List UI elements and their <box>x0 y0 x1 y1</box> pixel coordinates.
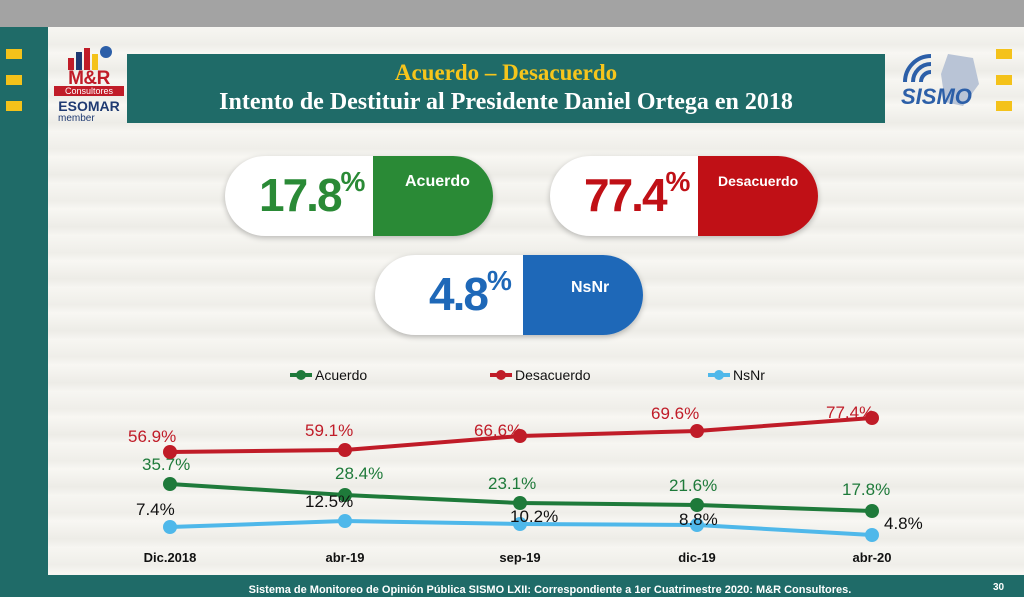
desacuerdo-tag: Desacuerdo <box>698 156 818 236</box>
nsnr-tag: NsNr <box>523 255 643 335</box>
page-number: 30 <box>993 582 1005 593</box>
x-tick-label: Dic.2018 <box>144 550 197 565</box>
x-tick-label: sep-19 <box>499 550 540 565</box>
nsnr-tag-label: NsNr <box>571 279 610 296</box>
legend-acuerdo-marker <box>296 370 306 380</box>
footer-bar <box>0 575 1024 597</box>
accent-square <box>6 75 22 85</box>
data-point-nsnr <box>163 520 177 534</box>
slide: M&R Consultores ESOMAR member Acuerdo – … <box>0 27 1024 597</box>
sismo-text: SISMO <box>901 84 972 109</box>
acuerdo-value: 17.8 <box>259 169 343 221</box>
data-label-acuerdo: 28.4% <box>335 464 383 483</box>
data-point-nsnr <box>690 518 704 532</box>
data-point-acuerdo <box>338 488 352 502</box>
logo-consultores-text: Consultores <box>54 86 124 96</box>
legend-nsnr-marker <box>714 370 724 380</box>
legend-desacuerdo-label: Desacuerdo <box>515 367 591 383</box>
mr-consultores-logo: M&R Consultores ESOMAR member <box>54 44 124 126</box>
data-point-desacuerdo <box>690 424 704 438</box>
accent-square <box>996 101 1012 111</box>
data-point-desacuerdo <box>865 411 879 425</box>
data-point-acuerdo <box>690 498 704 512</box>
data-point-nsnr <box>865 528 879 542</box>
slide-subtitle: Intento de Destituir al Presidente Danie… <box>219 89 793 115</box>
legend-desacuerdo-marker <box>496 370 506 380</box>
data-label-desacuerdo: 69.6% <box>651 404 699 423</box>
desacuerdo-summary-pill: Desacuerdo 77.4% <box>550 156 818 236</box>
data-point-desacuerdo <box>338 443 352 457</box>
accent-square <box>996 75 1012 85</box>
acuerdo-percent: 17.8% <box>259 165 366 222</box>
acuerdo-tag-label: Acuerdo <box>405 173 470 190</box>
data-label-desacuerdo: 59.1% <box>305 421 353 440</box>
desacuerdo-percent: 77.4% <box>584 165 691 222</box>
data-point-desacuerdo <box>513 429 527 443</box>
logo-esomar-text: ESOMAR <box>58 98 120 114</box>
accent-square <box>6 49 22 59</box>
data-point-acuerdo <box>513 496 527 510</box>
data-label-nsnr: 4.8% <box>884 514 923 533</box>
x-tick-label: abr-19 <box>325 550 364 565</box>
data-label-nsnr: 7.4% <box>136 500 175 519</box>
legend-markers <box>290 370 730 380</box>
legend-nsnr-label: NsNr <box>733 367 765 383</box>
nsnr-unit: % <box>486 264 512 296</box>
accent-square <box>996 49 1012 59</box>
acuerdo-summary-pill: Acuerdo 17.8% <box>225 156 493 236</box>
data-label-nsnr: 10.2% <box>510 507 558 526</box>
data-point-nsnr <box>338 514 352 528</box>
data-point-acuerdo <box>163 477 177 491</box>
footer-text: Sistema de Monitoreo de Opinión Pública … <box>248 584 852 596</box>
nsnr-value: 4.8 <box>429 268 489 320</box>
nsnr-summary-pill: NsNr 4.8% <box>375 255 643 335</box>
data-label-desacuerdo: 66.6% <box>474 421 522 440</box>
line-chart: Dic.2018 abr-19 sep-19 dic-19 abr-20 35.7% 28.… <box>128 403 923 565</box>
nsnr-percent: 4.8% <box>429 264 512 321</box>
data-label-nsnr: 12.5% <box>305 492 353 511</box>
data-point-nsnr <box>513 517 527 531</box>
desacuerdo-value: 77.4 <box>584 169 668 221</box>
data-label-acuerdo: 23.1% <box>488 474 536 493</box>
data-point-acuerdo <box>865 504 879 518</box>
accent-square <box>6 101 22 111</box>
data-label-desacuerdo: 56.9% <box>128 427 176 446</box>
bar-chart-icon <box>68 46 112 70</box>
x-tick-label: abr-20 <box>852 550 891 565</box>
legend-acuerdo-label: Acuerdo <box>315 367 368 383</box>
logo-member-text: member <box>58 113 95 124</box>
acuerdo-tag: Acuerdo <box>373 156 493 236</box>
data-point-desacuerdo <box>163 445 177 459</box>
x-tick-label: dic-19 <box>678 550 716 565</box>
title-banner: Acuerdo – Desacuerdo Intento de Destitui… <box>127 54 885 123</box>
desacuerdo-unit: % <box>665 165 691 197</box>
data-label-acuerdo: 35.7% <box>142 455 190 474</box>
window-top-bar <box>0 0 1024 27</box>
logo-mr-text: M&R <box>68 68 110 89</box>
left-accent-bar <box>0 27 48 575</box>
data-label-desacuerdo: 77.4% <box>826 403 874 422</box>
desacuerdo-tag-label: Desacuerdo <box>718 173 799 189</box>
sismo-logo: SISMO <box>893 44 983 124</box>
data-label-nsnr: 8.8% <box>679 510 718 529</box>
signal-waves-icon <box>903 54 979 106</box>
acuerdo-unit: % <box>340 165 366 197</box>
data-label-acuerdo: 21.6% <box>669 476 717 495</box>
slide-title: Acuerdo – Desacuerdo <box>394 60 618 85</box>
data-label-acuerdo: 17.8% <box>842 480 890 499</box>
